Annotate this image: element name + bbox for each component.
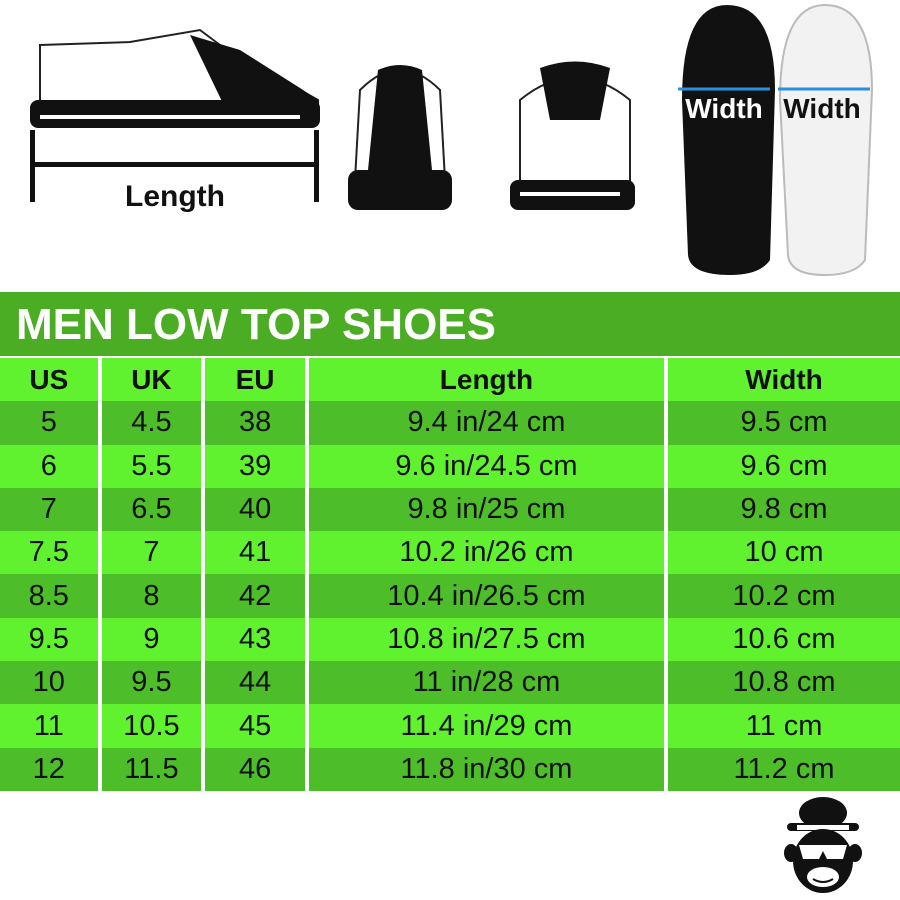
table-row: 9.5 9 43 10.8 in/27.5 cm 10.6 cm: [0, 617, 900, 662]
table-row: 7.5 7 41 10.2 in/26 cm 10 cm: [0, 531, 900, 575]
monkey-logo-icon: [784, 797, 862, 893]
cell-length: 11.4 in/29 cm: [308, 704, 665, 748]
cell-length: 10.2 in/26 cm: [308, 531, 665, 575]
length-label: Length: [125, 180, 225, 213]
cell-eu: 46: [205, 747, 305, 791]
cell-uk: 5.5: [101, 444, 202, 488]
cell-length: 9.4 in/24 cm: [308, 401, 665, 445]
cell-uk: 8: [101, 574, 202, 618]
cell-us: 5: [0, 401, 98, 445]
shoe-illustrations: Length Width Width: [30, 3, 874, 277]
cell-us: 11: [0, 704, 98, 748]
cell-us: 8.5: [0, 574, 98, 618]
cell-uk: 10.5: [101, 704, 202, 748]
cell-us: 7.5: [0, 531, 98, 575]
cell-eu: 41: [205, 531, 305, 575]
column-header-us: US: [0, 358, 98, 402]
table-row: 6 5.5 39 9.6 in/24.5 cm 9.6 cm: [0, 444, 900, 488]
table-row: 11 10.5 45 11.4 in/29 cm 11 cm: [0, 704, 900, 748]
cell-width: 10 cm: [668, 531, 900, 575]
cell-uk: 6.5: [101, 487, 202, 532]
cell-width: 10.2 cm: [668, 574, 900, 618]
table-row: 10 9.5 44 11 in/28 cm 10.8 cm: [0, 661, 900, 705]
back-view-shoe: [510, 61, 635, 210]
cell-us: 7: [0, 487, 98, 532]
cell-us: 12: [0, 747, 98, 791]
page-title: MEN LOW TOP SHOES: [0, 292, 900, 356]
length-dimension: Length: [30, 130, 319, 213]
cell-eu: 39: [205, 444, 305, 488]
cell-width: 10.8 cm: [668, 661, 900, 705]
cell-eu: 42: [205, 574, 305, 618]
cell-width: 9.5 cm: [668, 401, 900, 445]
column-header-length: Length: [308, 358, 665, 402]
cell-uk: 7: [101, 531, 202, 575]
cell-length: 11.8 in/30 cm: [308, 747, 665, 791]
cell-uk: 4.5: [101, 401, 202, 445]
cell-width: 11 cm: [668, 704, 900, 748]
cell-length: 10.4 in/26.5 cm: [308, 574, 665, 618]
table-row: 8.5 8 42 10.4 in/26.5 cm 10.2 cm: [0, 574, 900, 618]
cell-eu: 38: [205, 401, 305, 445]
cell-eu: 45: [205, 704, 305, 748]
column-header-uk: UK: [101, 358, 202, 402]
table-header-row: US UK EU Length Width: [0, 358, 900, 402]
table-row: 7 6.5 40 9.8 in/25 cm 9.8 cm: [0, 487, 900, 532]
table-row: 5 4.5 38 9.4 in/24 cm 9.5 cm: [0, 401, 900, 445]
table-row: 12 11.5 46 11.8 in/30 cm 11.2 cm: [0, 747, 900, 791]
cell-uk: 9.5: [101, 661, 202, 705]
cell-uk: 9: [101, 617, 202, 662]
cell-us: 6: [0, 444, 98, 488]
cell-width: 10.6 cm: [668, 617, 900, 662]
cell-us: 9.5: [0, 617, 98, 662]
width-label-black: Width: [685, 93, 763, 124]
cell-width: 9.6 cm: [668, 444, 900, 488]
cell-length: 11 in/28 cm: [308, 661, 665, 705]
cell-eu: 40: [205, 487, 305, 532]
column-header-width: Width: [668, 358, 900, 402]
side-view-shoe: [30, 28, 320, 128]
cell-width: 11.2 cm: [668, 747, 900, 791]
cell-us: 10: [0, 661, 98, 705]
cell-length: 9.8 in/25 cm: [308, 487, 665, 532]
cell-length: 10.8 in/27.5 cm: [308, 617, 665, 662]
cell-uk: 11.5: [101, 747, 202, 791]
cell-length: 9.6 in/24.5 cm: [308, 444, 665, 488]
column-header-eu: EU: [205, 358, 305, 402]
cell-width: 9.8 cm: [668, 487, 900, 532]
cell-eu: 44: [205, 661, 305, 705]
width-label-white: Width: [783, 93, 861, 124]
front-view-shoe: [348, 65, 452, 210]
sole-views: Width Width: [678, 3, 874, 277]
size-table: US UK EU Length Width 5 4.5 38 9.4 in/24 cm 9.5 …: [0, 358, 900, 791]
cell-eu: 43: [205, 617, 305, 662]
